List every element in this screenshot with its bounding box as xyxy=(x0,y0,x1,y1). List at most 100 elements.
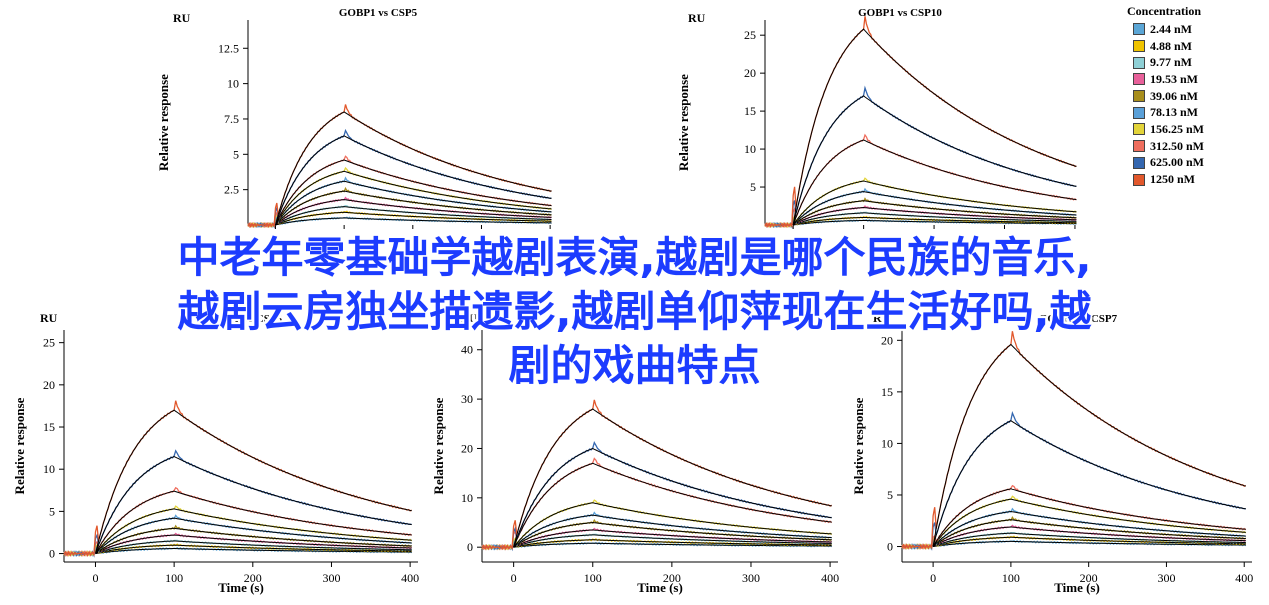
chart-panel-3: 0 5 10 15 20 25 0 100 200 300 400 GOBP2 vs CSP5 RU Re… xyxy=(12,311,419,595)
fit-line-3 xyxy=(275,206,552,226)
legend-swatch xyxy=(1133,90,1145,103)
y-tick-label: 2.5 xyxy=(224,183,239,197)
x-tick-label: 0 xyxy=(92,571,98,585)
x-tick-label: 400 xyxy=(821,571,839,585)
x-tick-label: 100 xyxy=(584,571,602,585)
y-tick-label: 10 xyxy=(227,77,239,91)
legend-item: 19.53 nM xyxy=(1118,71,1210,88)
fit-line-6 xyxy=(513,514,832,548)
y-tick-label: 12.5 xyxy=(218,41,239,55)
legend-item: 1250 nM xyxy=(1118,171,1210,188)
y-tick-label: 10 xyxy=(881,436,893,450)
legend-label: 156.25 nM xyxy=(1150,121,1204,136)
legend-label: 9.77 nM xyxy=(1150,55,1192,70)
unit-label: RU xyxy=(40,311,58,325)
fit-line-7 xyxy=(513,502,832,548)
fit-line-3 xyxy=(932,532,1246,547)
y-tick-label: 7.5 xyxy=(224,112,239,126)
y-axis-label: Relative response xyxy=(431,397,446,494)
fit-line-9 xyxy=(932,420,1246,547)
fit-line-5 xyxy=(95,527,412,554)
fit-line-8 xyxy=(513,462,832,548)
x-axis-label: Time (s) xyxy=(218,580,264,595)
legend-swatch xyxy=(1133,140,1145,153)
legend-item: 78.13 nM xyxy=(1118,104,1210,121)
overlay-title-line-3: 剧的戏曲特点 xyxy=(508,341,761,390)
unit-label: RU xyxy=(460,311,478,325)
x-tick-label: 0 xyxy=(511,571,517,585)
fit-line-8 xyxy=(95,490,412,554)
y-tick-label: 15 xyxy=(744,104,756,118)
y-tick-label: 20 xyxy=(744,66,756,80)
fit-line-1 xyxy=(513,542,832,548)
y-tick-label: 0 xyxy=(49,547,55,561)
y-tick-label: 15 xyxy=(43,420,55,434)
y-tick-label: 20 xyxy=(461,441,473,455)
fit-line-10 xyxy=(513,408,832,548)
legend-label: 312.50 nM xyxy=(1150,138,1204,153)
unit-label: RU xyxy=(688,11,706,25)
y-axis-label: Relative response xyxy=(851,397,866,494)
y-axis-label: Relative response xyxy=(676,74,691,171)
y-tick-label: 5 xyxy=(233,147,239,161)
legend-label: 4.88 nM xyxy=(1150,38,1192,53)
legend-label: 1250 nM xyxy=(1150,172,1195,187)
legend-item: 39.06 nM xyxy=(1118,88,1210,105)
legend-title: Concentration xyxy=(1127,4,1201,18)
fit-line-7 xyxy=(932,498,1246,547)
fit-line-9 xyxy=(275,135,552,226)
chart-title: GOBP1 vs CSP10 xyxy=(858,7,942,19)
legend-label: 78.13 nM xyxy=(1150,105,1198,120)
fit-line-1 xyxy=(933,540,1246,547)
y-tick-label: 10 xyxy=(461,491,473,505)
unit-label: RU xyxy=(173,11,191,25)
legend-label: 39.06 nM xyxy=(1150,88,1198,103)
fit-line-1 xyxy=(95,548,412,555)
fit-line-8 xyxy=(792,139,1077,226)
y-tick-label: 5 xyxy=(887,488,893,502)
legend-item: 2.44 nM xyxy=(1118,21,1210,38)
fit-line-3 xyxy=(513,534,832,548)
legend-label: 2.44 nM xyxy=(1150,21,1192,36)
y-tick-label: 5 xyxy=(750,180,756,194)
fit-line-5 xyxy=(275,190,552,226)
fit-line-1 xyxy=(793,219,1077,226)
series-line-9 xyxy=(764,85,1077,230)
legend-swatch xyxy=(1133,73,1145,86)
fit-line-9 xyxy=(95,455,412,554)
legend-swatch xyxy=(1133,23,1145,36)
x-tick-label: 400 xyxy=(1235,571,1253,585)
fit-line-6 xyxy=(792,191,1077,226)
legend-swatch xyxy=(1133,56,1145,69)
chart-panel-1: 2.5 5 7.5 10 12.5 GOBP1 vs CSP5 RU Relative res… xyxy=(156,7,552,229)
legend-item: 9.77 nM xyxy=(1118,54,1210,71)
fit-line-5 xyxy=(932,519,1246,547)
fit-line-5 xyxy=(792,200,1077,226)
y-tick-label: 20 xyxy=(881,333,893,347)
fit-line-9 xyxy=(513,447,832,548)
x-axis-label: Time (s) xyxy=(1054,580,1100,595)
x-tick-label: 0 xyxy=(930,571,936,585)
legend-label: 625.00 nM xyxy=(1150,155,1204,170)
fit-line-6 xyxy=(932,510,1246,547)
x-tick-label: 100 xyxy=(1002,571,1020,585)
fit-line-2 xyxy=(513,539,832,548)
fit-line-2 xyxy=(932,536,1246,547)
x-tick-label: 200 xyxy=(1080,571,1098,585)
unit-label: RU xyxy=(873,311,891,325)
fit-line-5 xyxy=(513,521,832,548)
legend-swatch xyxy=(1133,106,1145,119)
legend-swatch xyxy=(1133,173,1145,186)
fit-line-7 xyxy=(275,170,552,226)
fit-line-7 xyxy=(792,180,1077,226)
fit-line-4 xyxy=(513,529,832,548)
y-tick-label: 25 xyxy=(744,28,756,42)
fit-line-3 xyxy=(793,212,1077,226)
y-tick-label: 0 xyxy=(467,540,473,554)
fit-line-6 xyxy=(95,517,412,554)
x-tick-label: 300 xyxy=(742,571,760,585)
fit-line-1 xyxy=(275,217,552,226)
y-tick-label: 30 xyxy=(461,392,473,406)
